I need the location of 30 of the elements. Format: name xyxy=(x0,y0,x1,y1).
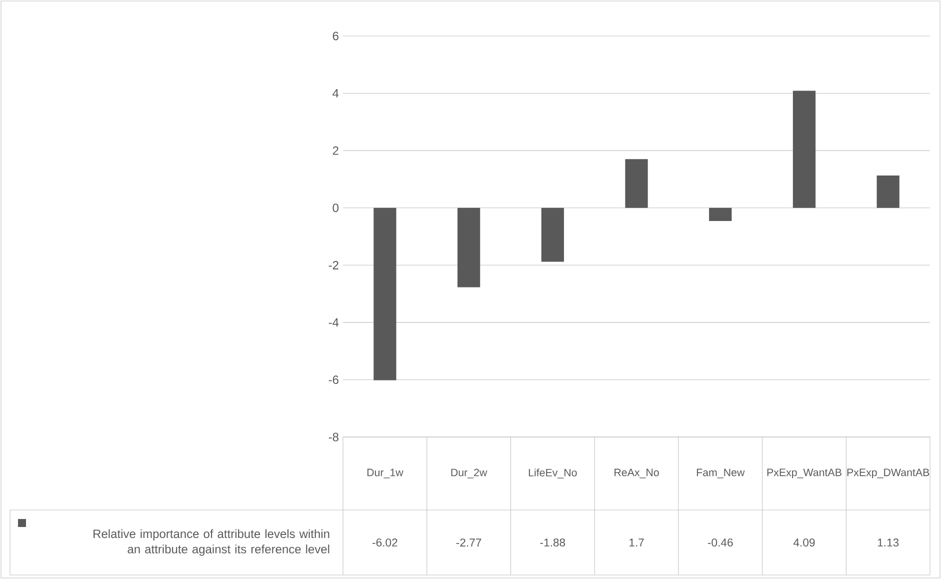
bar xyxy=(876,175,900,208)
bar xyxy=(625,159,648,208)
text: -6.02 xyxy=(372,538,398,547)
x-tick-label: Dur_2w xyxy=(451,468,488,478)
bar xyxy=(374,208,396,380)
x-tick-label: Dur_1w xyxy=(367,468,404,478)
bar xyxy=(709,208,732,222)
x-tick-label: PxExp_DWantAB xyxy=(847,468,930,478)
text: Relative importance of attribute levels within an attribute against its reference level xyxy=(94,529,330,556)
text: 1.7 xyxy=(629,538,644,546)
text: -2.77 xyxy=(456,538,482,546)
x-tick-label: LifeEv_No xyxy=(528,468,577,478)
text: -0.46 xyxy=(708,538,733,547)
y-tick-label: 2 xyxy=(332,146,338,155)
y-tick-label: 6 xyxy=(332,32,338,40)
text: 1.13 xyxy=(878,538,899,547)
y-tick-label: 0 xyxy=(332,204,338,212)
y-tick-label: -2 xyxy=(328,260,338,270)
y-tick-label: -8 xyxy=(328,432,338,442)
text: 4.09 xyxy=(793,538,815,547)
bar xyxy=(792,90,816,208)
bar xyxy=(541,208,564,262)
x-tick-label: ReAx_No xyxy=(614,468,659,478)
bar xyxy=(457,208,480,288)
text: -1.88 xyxy=(540,538,566,547)
x-tick-label: Fam_New xyxy=(696,468,745,478)
y-tick-label: 4 xyxy=(332,89,339,98)
y-tick-label: -4 xyxy=(328,318,339,327)
x-tick-label: PxExp_WantAB xyxy=(767,468,842,478)
y-tick-label: -6 xyxy=(328,375,338,384)
